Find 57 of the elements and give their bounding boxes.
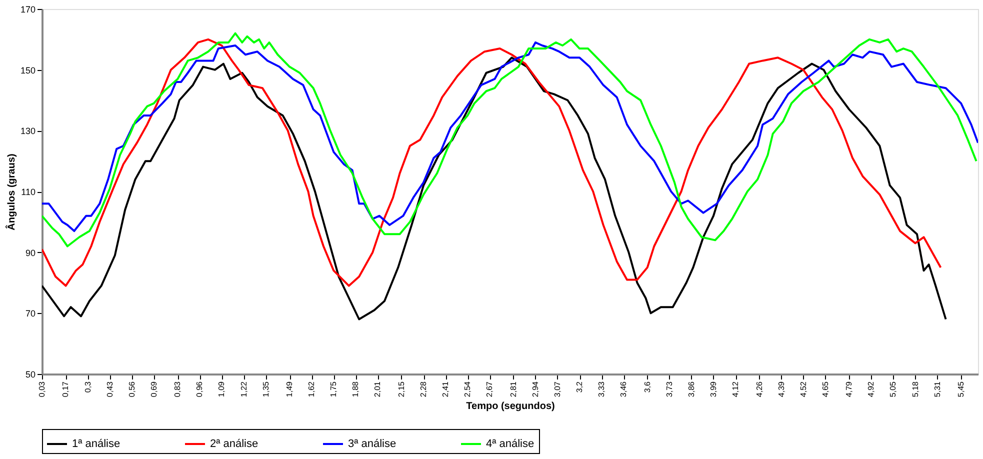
x-tick-label: 3,6 [642,380,652,393]
x-tick-label: 3,73 [664,380,674,398]
x-tick-label: 4,12 [731,380,740,398]
x-tick-label: 0,43 [105,380,114,398]
x-tick-label: 2,41 [441,380,450,398]
y-tick-label: 70 [25,308,36,319]
x-tick-label: 0,56 [127,380,136,398]
y-tick-label: 130 [20,126,36,136]
x-tick-label: 0,17 [61,380,70,398]
legend-label: 4ª análise [486,438,534,450]
x-tick-label: 1,35 [261,380,270,398]
x-tick-label: 1,09 [217,380,226,398]
x-tick-label: 0,69 [149,380,158,398]
y-tick-label: 50 [25,370,36,380]
x-tick-label: 4,65 [820,380,830,398]
x-tick-label: 4,52 [798,380,808,398]
x-tick-label: 3,86 [686,380,696,398]
x-tick-label: 4,26 [754,380,764,398]
x-tick-label: 5,31 [932,380,942,398]
x-tick-label: 0,03 [38,380,46,398]
x-tick-label: 2,54 [463,380,472,398]
line-series [42,56,947,320]
x-tick-label: 2,15 [396,380,406,398]
x-tick-label: 4,79 [844,380,854,398]
y-tick-label: 170 [20,4,36,14]
x-tick-label: 2,94 [530,380,540,398]
legend-label: 1ª análise [72,438,120,450]
x-tick-label: 1,49 [285,380,294,398]
x-tick-label: 2,28 [419,380,428,398]
x-axis-title: Tempo (segundos) [466,401,555,412]
legend-label: 2ª análise [210,438,258,450]
y-tick-label: 150 [20,65,36,76]
x-tick-label: 2,01 [373,380,382,398]
x-tick-label: 0,83 [173,380,182,398]
x-tick-label: 4,92 [866,380,876,398]
x-tick-label: 3,2 [575,380,584,393]
x-tick-label: 3,99 [708,380,718,398]
x-tick-label: 5,45 [956,380,966,398]
x-tick-label: 4,39 [776,380,786,398]
x-tick-label: 1,88 [351,380,360,398]
line-series [42,38,942,287]
x-tick-label: 5,18 [910,380,920,398]
y-tick-label: 110 [21,187,36,197]
x-tick-label: 3,46 [619,380,628,398]
x-tick-label: 2,81 [508,380,518,398]
y-axis-title: Ângulos (graus) [5,154,18,230]
legend-label: 3ª análise [348,438,396,450]
x-tick-label: 1,62 [307,380,316,398]
x-tick-label: 0,96 [195,380,204,398]
x-tick-label: 2,67 [485,380,494,398]
x-tick-label: 3,33 [597,380,606,398]
x-tick-label: 0,3 [83,380,92,393]
x-tick-label: 1,75 [329,380,338,398]
x-tick-label: 1,22 [239,380,248,398]
y-tick-label: 90 [25,248,36,258]
x-tick-label: 5,05 [888,380,898,398]
x-tick-label: 3,07 [552,380,562,398]
